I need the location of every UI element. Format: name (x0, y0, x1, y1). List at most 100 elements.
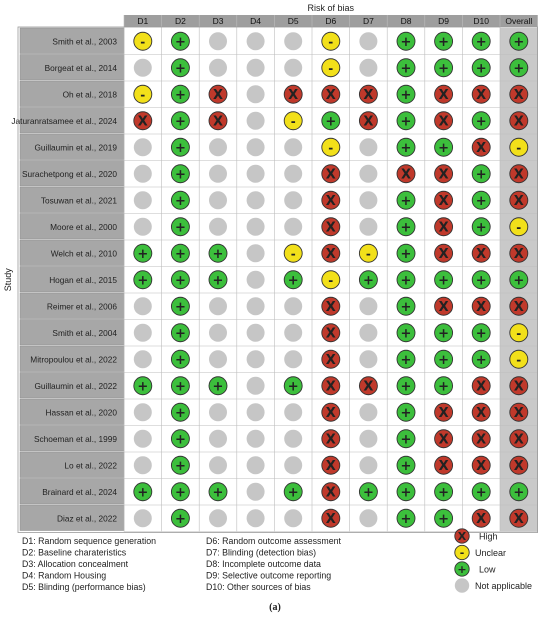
study-label-cell (19, 54, 125, 81)
rating-dot-N (359, 403, 378, 422)
rating-dot-H (471, 137, 491, 157)
rating-glyph: X (363, 379, 373, 394)
rating-dot-N (246, 350, 265, 369)
rating-glyph: + (401, 141, 412, 156)
rating-dot-N (246, 403, 265, 422)
rating-glyph: + (438, 35, 449, 50)
study-label: Borgeat et al., 2014 (45, 63, 118, 73)
rating-dot-N (133, 429, 152, 448)
rating-dot-L (208, 376, 228, 396)
rating-glyph: + (175, 247, 186, 262)
rating-glyph: X (326, 88, 336, 103)
rating-glyph: X (439, 459, 449, 474)
rating-glyph: + (401, 406, 412, 421)
rating-glyph: + (401, 485, 412, 500)
study-label-cell (19, 319, 125, 346)
domain-legend-item: D4: Random Housing (22, 571, 106, 581)
rating-glyph: X (514, 406, 524, 421)
legend-glyph: X (458, 530, 467, 543)
legend-label: Not applicable (475, 581, 532, 591)
rating-dot-N (133, 323, 152, 342)
rating-glyph: + (438, 273, 449, 288)
rating-glyph: + (438, 61, 449, 76)
rating-glyph: + (137, 379, 148, 394)
domain-legend-item: D2: Baseline charateristics (22, 548, 127, 558)
rating-dot-N (246, 323, 265, 342)
rating-dot-L (471, 111, 491, 131)
legend-dot-H (454, 528, 470, 544)
rating-glyph: + (401, 61, 412, 76)
rating-dot-N (359, 217, 378, 236)
rating-glyph: + (175, 512, 186, 527)
rating-glyph: X (514, 300, 524, 315)
rating-dot-N (359, 323, 378, 342)
rating-glyph: + (401, 273, 412, 288)
rating-dot-L (471, 323, 491, 343)
rating-dot-H (321, 190, 341, 210)
rating-dot-L (283, 482, 303, 502)
rating-glyph: + (288, 485, 299, 500)
rating-glyph: X (326, 194, 336, 209)
rating-dot-N (359, 509, 378, 528)
study-label: Lo et al., 2022 (64, 460, 117, 470)
rating-dot-H (509, 376, 529, 396)
legend-glyph: + (457, 563, 466, 576)
rating-glyph: + (513, 485, 524, 500)
rating-glyph: + (175, 167, 186, 182)
rating-glyph: + (175, 141, 186, 156)
rating-glyph: + (363, 273, 374, 288)
rating-dot-N (246, 58, 265, 77)
rating-dot-N (209, 138, 227, 157)
rating-dot-L (133, 482, 153, 502)
domain-legend-item: D9: Selective outcome reporting (206, 571, 331, 581)
table-border (17, 26, 538, 533)
rating-dot-L (396, 270, 416, 290)
rating-dot-L (208, 482, 228, 502)
domain-legend-item: D3: Allocation concealment (22, 559, 129, 569)
rating-dot-N (246, 429, 265, 448)
study-label-cell (19, 478, 125, 505)
rating-dot-L (509, 482, 529, 502)
rating-glyph: + (175, 273, 186, 288)
rating-dot-L (358, 270, 378, 290)
rating-glyph: + (438, 141, 449, 156)
rating-glyph: + (438, 485, 449, 500)
study-label: Guillaumin et al., 2019 (34, 142, 117, 152)
rating-dot-U (509, 137, 529, 157)
rating-glyph: + (213, 247, 224, 262)
study-label-cell (19, 372, 125, 399)
rating-dot-H (509, 455, 529, 475)
study-label: Oh et al., 2018 (63, 89, 118, 99)
rating-glyph: - (516, 353, 521, 367)
rating-glyph: + (175, 61, 186, 76)
column-header: D5 (288, 16, 299, 26)
rating-dot-U (509, 349, 529, 369)
rating-glyph: + (476, 167, 487, 182)
rating-dot-L (396, 111, 416, 131)
study-label-cell (19, 266, 125, 293)
rating-glyph: + (175, 35, 186, 50)
rating-dot-N (359, 32, 378, 51)
rating-glyph: + (213, 273, 224, 288)
rating-glyph: + (513, 35, 524, 50)
rating-dot-H (509, 508, 529, 528)
rating-glyph: + (175, 485, 186, 500)
rating-dot-U (321, 31, 341, 51)
rating-dot-L (396, 323, 416, 343)
rating-dot-N (246, 376, 265, 395)
domain-legend-item: D10: Other sources of bias (206, 582, 311, 592)
study-label-cell (19, 451, 125, 478)
legend-label: High (479, 531, 498, 541)
rating-dot-H (509, 243, 529, 263)
rating-glyph: + (175, 459, 186, 474)
study-label: Moore et al., 2000 (50, 222, 117, 232)
rating-dot-N (284, 429, 303, 448)
rating-dot-L (170, 217, 190, 237)
rating-dot-L (396, 217, 416, 237)
study-label: Surachetpong et al., 2020 (22, 169, 117, 179)
rating-dot-H (434, 217, 454, 237)
rating-glyph: X (326, 485, 336, 500)
rating-dot-N (284, 164, 303, 183)
rating-dot-L (396, 508, 416, 528)
rating-dot-L (396, 84, 416, 104)
